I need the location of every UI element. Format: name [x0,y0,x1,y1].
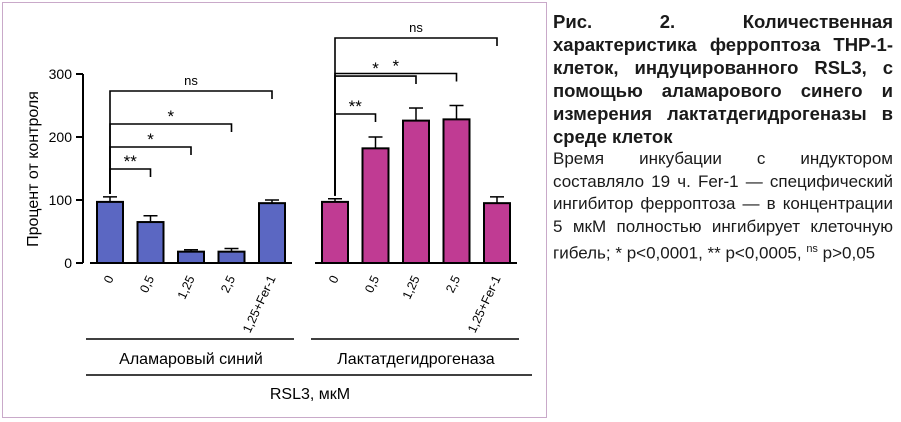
x-axis-label: RSL3, мкМ [270,386,350,403]
x-tick-label-g1-3: 2,5 [443,273,463,295]
bar-g1-3 [442,118,471,264]
bar-g1-2 [402,119,430,265]
x-tick-label-g0-4: 1,25+Fer-1 [240,273,279,335]
y-tick-label-1: 100 [49,192,73,208]
caption-body-tail: p>0,05 [817,243,876,263]
significance-label-g0-1: * [147,130,154,149]
significance-label-g1-1: * [372,59,379,78]
significance-label-g0-3: ns [184,73,198,88]
bar-g1-1 [361,147,390,264]
x-tick-label-g1-0: 0 [326,273,342,285]
figure-frame [2,2,547,418]
significance-bracket-g0-0 [109,168,152,194]
caption-body: Время инкубации с индуктором составляло … [553,148,893,265]
bar-g1-4 [483,202,511,264]
significance-label-g0-2: * [167,107,174,126]
caption-body-text: Время инкубации с индуктором составляло … [553,149,893,263]
x-tick-label-g0-0: 0 [101,273,117,285]
figure-caption: Рис. 2. Количественная характеристика фе… [553,10,893,265]
bar-g0-4 [258,202,286,264]
significance-label-g1-2: * [392,57,399,76]
bar-g0-0 [96,200,124,264]
bar-g0-1 [136,221,165,265]
x-tick-label-g0-2: 1,25 [175,273,198,301]
group-label-g1: Лактатдегидрогеназа [337,351,494,368]
bar-g0-2 [177,250,205,265]
caption-title: Рис. 2. Количественная характеристика фе… [553,11,893,147]
x-tick-label-g1-4: 1,25+Fer-1 [465,273,504,335]
y-tick-label-3: 300 [49,66,73,82]
caption-ns-superscript: ns [806,243,818,255]
significance-label-g1-3: ns [409,20,423,35]
significance-bracket-g0-3 [109,90,273,194]
group-label-g0: Аламаровый синий [119,351,263,368]
significance-label-g0-0: ** [124,152,138,171]
x-tick-label-g1-1: 0,5 [362,273,382,295]
bar-g0-3 [217,250,246,265]
bar-chart: 0 100 200 300 Процент от контроля 0 0,5 1,25 2,5… [25,20,532,403]
y-axis-label: Процент от контроля [25,91,42,247]
y-tick-label-2: 200 [49,129,73,145]
x-tick-label-g0-3: 2,5 [218,273,238,295]
bar-g1-0 [321,200,349,264]
y-tick-label-0: 0 [64,255,72,271]
x-tick-label-g0-1: 0,5 [137,273,157,295]
significance-bracket-g1-2 [334,72,458,196]
significance-bracket-g1-3 [334,37,498,196]
significance-label-g1-0: ** [349,97,363,116]
x-tick-label-g1-2: 1,25 [400,273,423,301]
